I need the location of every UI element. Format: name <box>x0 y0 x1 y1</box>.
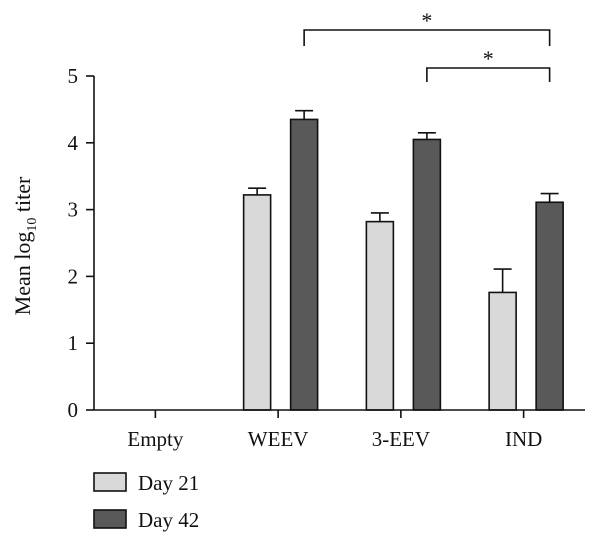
plot-area: ** <box>242 8 564 411</box>
bar-day-42-ind <box>535 201 564 411</box>
y-tick-label: 0 <box>68 398 79 422</box>
y-tick-label: 1 <box>68 331 79 355</box>
x-category-label: Empty <box>127 427 183 451</box>
y-tick-label: 4 <box>68 131 79 155</box>
legend-swatch-day-42 <box>93 509 127 529</box>
x-category-label: 3-EEV <box>372 427 430 451</box>
y-tick-label: 3 <box>68 198 79 222</box>
axes: 0 1 2 3 4 5 Empty WEEV 3-EEV IND <box>68 64 585 451</box>
significance-star: * <box>483 46 494 71</box>
x-category-label: IND <box>505 427 542 451</box>
y-tick-label: 5 <box>68 64 79 88</box>
bar-day-21-ind <box>488 291 517 411</box>
significance-bracket <box>303 29 551 46</box>
legend-label: Day 42 <box>138 508 199 532</box>
bar-day-21-3-eev <box>365 220 395 411</box>
y-axis-title: Mean log10 titer <box>10 176 40 315</box>
y-tick-label: 2 <box>68 264 79 288</box>
legend: Day 21 Day 42 <box>93 471 199 532</box>
legend-swatch-day-21 <box>93 472 127 492</box>
bar-day-42-3-eev <box>412 138 442 411</box>
x-category-label: WEEV <box>248 427 309 451</box>
legend-label: Day 21 <box>138 471 199 495</box>
significance-star: * <box>421 8 432 33</box>
y-axis-title-suffix: titer <box>10 176 35 218</box>
bar-day-42-weev <box>289 118 319 411</box>
y-axis-title-subscript: 10 <box>25 218 40 232</box>
y-axis-title-prefix: Mean log <box>10 232 35 316</box>
significance-bracket <box>426 67 551 82</box>
bar-day-21-weev <box>242 194 272 411</box>
